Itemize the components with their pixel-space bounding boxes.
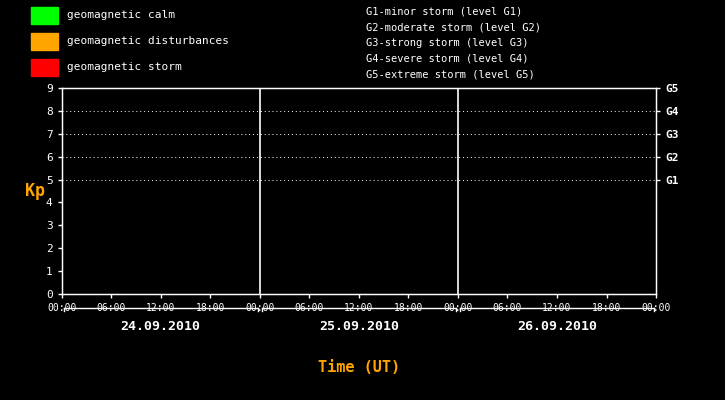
Text: 25.09.2010: 25.09.2010 [319,320,399,333]
Bar [31,33,58,50]
Text: G3-strong storm (level G3): G3-strong storm (level G3) [366,38,529,48]
Bar [31,7,58,24]
Text: 26.09.2010: 26.09.2010 [517,320,597,333]
Bar [31,59,58,76]
Y-axis label: Kp: Kp [25,182,45,200]
Text: 24.09.2010: 24.09.2010 [120,320,201,333]
Text: G4-severe storm (level G4): G4-severe storm (level G4) [366,54,529,64]
Text: G1-minor storm (level G1): G1-minor storm (level G1) [366,7,522,17]
Text: G5-extreme storm (level G5): G5-extreme storm (level G5) [366,69,534,79]
Text: geomagnetic calm: geomagnetic calm [67,10,175,20]
Text: G2-moderate storm (level G2): G2-moderate storm (level G2) [366,22,541,32]
Text: Time (UT): Time (UT) [318,360,400,376]
Text: geomagnetic disturbances: geomagnetic disturbances [67,36,229,46]
Text: geomagnetic storm: geomagnetic storm [67,62,182,72]
